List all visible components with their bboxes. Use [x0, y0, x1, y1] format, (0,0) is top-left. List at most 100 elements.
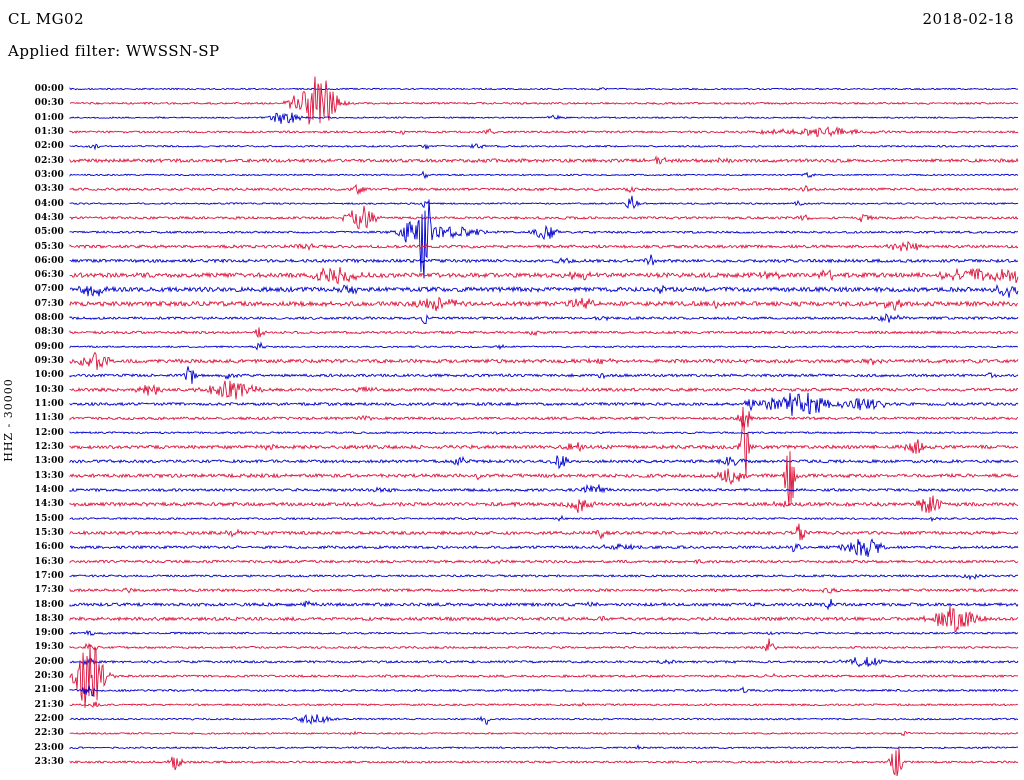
trace-01:00: [69, 112, 1019, 124]
time-label: 22:00: [34, 714, 64, 725]
trace-07:00: [69, 283, 1019, 298]
trace-02:30: [69, 155, 1019, 165]
trace-00:00: [69, 87, 1019, 91]
trace-08:00: [69, 313, 1019, 324]
trace-04:30: [69, 205, 1019, 230]
trace-20:00: [69, 656, 1019, 668]
time-label: 23:30: [34, 757, 64, 768]
trace-10:30: [69, 380, 1019, 400]
time-label: 05:30: [34, 241, 64, 252]
trace-22:00: [69, 714, 1019, 726]
trace-23:00: [69, 744, 1019, 751]
time-label: 06:30: [34, 270, 64, 281]
trace-16:30: [69, 558, 1019, 565]
time-label: 10:30: [34, 384, 64, 395]
time-label: 08:30: [34, 327, 64, 338]
time-label: 12:00: [34, 427, 64, 438]
time-label: 11:00: [34, 399, 64, 410]
trace-14:00: [69, 483, 1019, 494]
time-label: 09:30: [34, 356, 64, 367]
trace-12:30: [69, 421, 1019, 476]
filter-label: Applied filter: WWSSN-SP: [8, 42, 220, 60]
trace-21:30: [69, 701, 1018, 708]
plot-date: 2018-02-18: [922, 10, 1014, 28]
trace-01:30: [69, 126, 1019, 138]
time-label: 17:00: [34, 570, 64, 581]
trace-15:30: [69, 523, 1019, 541]
time-label: 14:30: [34, 499, 64, 510]
time-label: 20:30: [34, 671, 64, 682]
time-label: 08:00: [34, 313, 64, 324]
time-label: 04:30: [34, 212, 64, 223]
time-label: 02:30: [34, 155, 64, 166]
trace-13:30: [69, 451, 1019, 506]
time-label: 05:00: [34, 227, 64, 238]
trace-05:00: [69, 199, 1019, 279]
time-label: 23:00: [34, 742, 64, 753]
time-label: 11:30: [34, 413, 64, 424]
time-labels-column: 00:00 00:30 01:00 01:30 02:00 02:30 03:00 03:30…: [24, 0, 64, 780]
trace-19:00: [69, 629, 1019, 637]
time-label: 03:00: [34, 169, 64, 180]
trace-15:00: [69, 514, 1019, 523]
trace-03:00: [69, 170, 1019, 180]
time-label: 19:30: [34, 642, 64, 653]
time-label: 06:00: [34, 255, 64, 266]
y-axis-label: HHZ - 30000: [2, 378, 15, 462]
time-label: 20:00: [34, 656, 64, 667]
time-label: 13:30: [34, 470, 64, 481]
time-label: 18:00: [34, 599, 64, 610]
time-label: 04:00: [34, 198, 64, 209]
time-label: 09:00: [34, 341, 64, 352]
trace-21:00: [69, 685, 1019, 697]
time-label: 21:30: [34, 699, 64, 710]
trace-19:30: [69, 638, 1019, 652]
time-label: 07:00: [34, 284, 64, 295]
trace-04:00: [69, 195, 1019, 210]
trace-11:30: [69, 406, 1019, 432]
trace-13:00: [69, 455, 1019, 470]
station-code: CL MG02: [8, 10, 85, 28]
time-label: 01:00: [34, 112, 64, 123]
time-label: 03:30: [34, 184, 64, 195]
trace-06:00: [69, 254, 1019, 266]
seismogram-traces: [69, 76, 1019, 777]
time-label: 18:30: [34, 613, 64, 624]
trace-14:30: [69, 495, 1019, 514]
trace-16:00: [69, 538, 1019, 557]
time-label: 14:00: [34, 484, 64, 495]
trace-08:30: [69, 327, 1019, 339]
trace-00:30: [69, 76, 1019, 125]
time-label: 12:30: [34, 442, 64, 452]
trace-22:30: [69, 730, 1019, 737]
time-label: 19:00: [34, 628, 64, 639]
trace-09:30: [69, 351, 1019, 370]
time-label: 15:30: [34, 527, 64, 538]
trace-20:30: [69, 644, 1018, 708]
trace-10:00: [69, 366, 1019, 384]
trace-18:30: [69, 606, 1019, 632]
trace-07:30: [69, 296, 1019, 312]
trace-03:30: [69, 183, 1019, 196]
trace-11:00: [69, 392, 1019, 416]
trace-12:00: [69, 430, 1019, 435]
trace-17:00: [69, 573, 1019, 581]
time-label: 21:00: [34, 685, 64, 696]
time-label: 16:00: [34, 542, 64, 553]
time-label: 10:00: [34, 370, 64, 381]
time-label: 00:00: [34, 84, 64, 94]
time-label: 17:30: [34, 585, 64, 596]
trace-05:30: [69, 240, 1019, 252]
time-label: 22:30: [34, 728, 64, 739]
time-label: 07:30: [34, 298, 64, 309]
time-label: 16:30: [34, 556, 64, 567]
time-label: 02:00: [34, 141, 64, 152]
trace-18:00: [69, 598, 1019, 611]
trace-06:30: [69, 266, 1019, 285]
trace-17:30: [69, 587, 1019, 594]
trace-09:00: [69, 341, 1018, 351]
time-label: 13:00: [34, 456, 64, 467]
trace-02:00: [69, 143, 1019, 151]
trace-23:30: [69, 747, 1019, 777]
